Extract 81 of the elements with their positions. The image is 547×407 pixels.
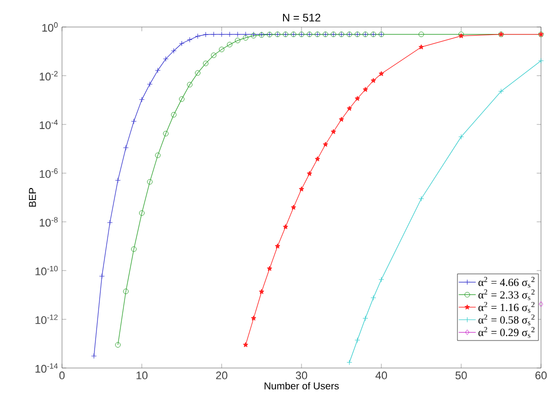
point	[538, 301, 544, 307]
x-tick-label: 0	[59, 372, 65, 380]
point	[362, 316, 368, 322]
point	[179, 96, 184, 102]
point	[354, 96, 360, 101]
y-tick-label: 10$^{-10}$	[36, 266, 58, 276]
point	[322, 142, 328, 147]
point	[370, 295, 376, 301]
point	[163, 56, 169, 62]
point	[210, 32, 216, 38]
point	[226, 42, 232, 48]
y-axis-title: BEP	[29, 188, 36, 207]
point	[266, 266, 272, 271]
point	[155, 152, 161, 158]
point	[314, 156, 320, 162]
point	[498, 88, 504, 94]
point	[226, 32, 232, 38]
point	[338, 116, 344, 122]
x-tick-label: 20	[216, 372, 228, 380]
point	[378, 71, 384, 76]
point	[242, 32, 248, 38]
point	[115, 178, 121, 184]
point	[378, 276, 384, 282]
point	[418, 196, 424, 202]
point	[147, 179, 153, 185]
point	[155, 68, 161, 74]
point	[218, 32, 224, 38]
chart-title: N = 512	[283, 14, 320, 22]
y-tick-label: 10$^{-4}$	[40, 120, 58, 130]
point	[418, 44, 424, 50]
y-tick-label: 10$^{-14}$	[36, 363, 58, 373]
point	[147, 81, 153, 87]
point	[107, 220, 113, 226]
point	[186, 36, 192, 42]
point	[362, 86, 368, 92]
point	[418, 32, 424, 38]
x-tick-label: 60	[535, 372, 547, 380]
point	[194, 33, 200, 39]
point	[186, 82, 192, 88]
point	[306, 170, 312, 176]
point	[139, 210, 145, 216]
point	[202, 60, 208, 66]
point	[298, 186, 304, 192]
point	[242, 35, 248, 41]
y-tick-label: 10$^{-2}$	[40, 71, 58, 80]
y-tick-label: 10$^{-12}$	[36, 314, 58, 324]
point	[274, 243, 280, 248]
point	[123, 288, 129, 294]
point	[194, 70, 200, 76]
point	[171, 48, 177, 54]
point	[163, 130, 169, 136]
point	[210, 52, 216, 58]
x-axis-title: Number of Users	[264, 382, 339, 390]
x-tick-label: 30	[296, 372, 308, 380]
point	[123, 145, 129, 151]
x-tick-label: 40	[375, 372, 387, 380]
point	[171, 112, 177, 118]
point	[458, 134, 464, 140]
point	[99, 273, 105, 279]
point	[131, 118, 137, 124]
point	[234, 32, 240, 38]
x-tick-label: 50	[456, 372, 467, 380]
y-tick-label: 10$^{0}$	[42, 22, 58, 32]
point	[139, 96, 145, 102]
point	[179, 40, 184, 46]
y-tick-label: 10$^{-6}$	[40, 168, 58, 178]
point	[290, 204, 296, 210]
point	[330, 129, 336, 134]
point	[202, 32, 208, 38]
point	[218, 46, 224, 52]
point	[354, 337, 360, 343]
point	[346, 106, 352, 111]
x-tick-label: 10	[136, 372, 148, 380]
y-tick-label: 10$^{-8}$	[40, 217, 58, 227]
point	[250, 316, 256, 321]
point	[370, 78, 376, 83]
point	[243, 342, 248, 348]
point	[131, 246, 137, 252]
point	[282, 224, 288, 230]
point	[234, 38, 240, 44]
point	[258, 289, 264, 294]
